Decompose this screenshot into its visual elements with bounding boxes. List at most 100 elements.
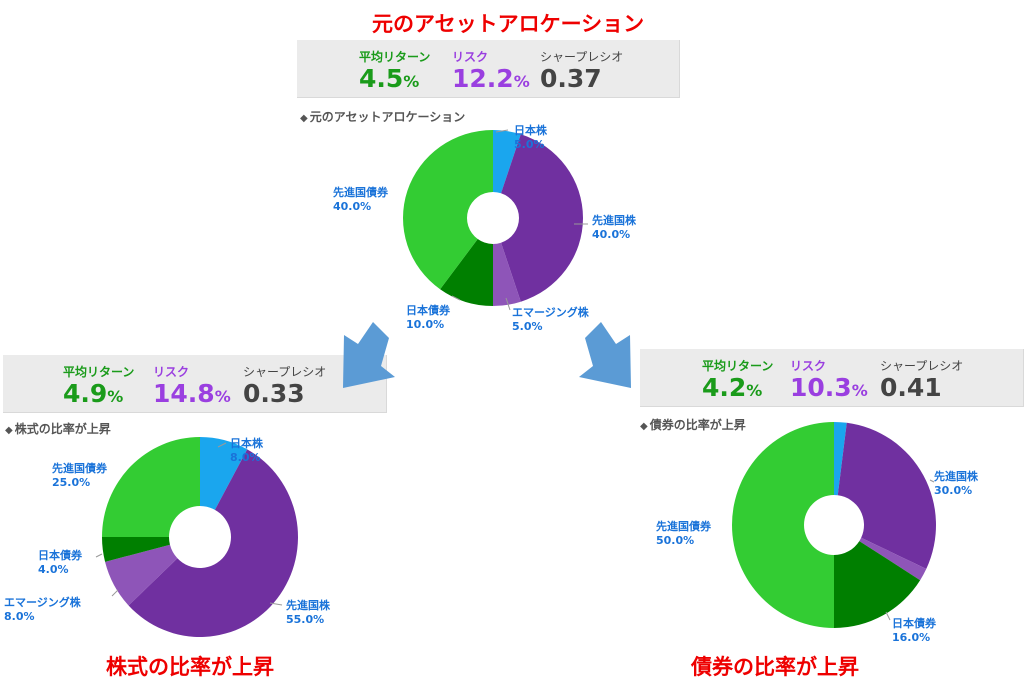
left-sharpe-stat: シャープレシオ 0.33 bbox=[243, 363, 326, 408]
slice-label-category: エマージング株 bbox=[512, 306, 589, 319]
risk-unit: % bbox=[214, 387, 231, 406]
right-stats-box: 平均リターン 4.2% リスク 10.3% シャープレシオ 0.41 bbox=[640, 349, 1024, 407]
sharpe-value: 0.41 bbox=[880, 373, 942, 402]
slice-label-value: 16.0% bbox=[892, 630, 931, 644]
return-unit: % bbox=[107, 387, 124, 406]
return-value: 4.2 bbox=[702, 373, 747, 402]
leader-line bbox=[885, 611, 891, 621]
slice-japan-stock bbox=[493, 130, 521, 194]
leader-line bbox=[95, 553, 103, 558]
risk-label: リスク bbox=[153, 365, 190, 379]
slice-label-value: 5.0% bbox=[514, 137, 545, 151]
top-sharpe-stat: シャープレシオ 0.37 bbox=[540, 48, 623, 93]
left-chart-caption: ◆ 株式の比率が上昇 bbox=[5, 422, 111, 436]
risk-unit: % bbox=[513, 72, 530, 91]
right-chart-caption: ◆ 債券の比率が上昇 bbox=[640, 418, 746, 432]
slice-japan-bond bbox=[834, 541, 921, 628]
left-risk-stat: リスク 14.8% bbox=[153, 363, 231, 408]
slice-label-japan-bond: 日本債券 16.0% bbox=[892, 617, 936, 645]
slice-label-value: 5.0% bbox=[512, 319, 543, 333]
top-chart-caption: ◆ 元のアセットアロケーション bbox=[300, 110, 466, 124]
slice-label-category: 日本債券 bbox=[406, 304, 450, 317]
slice-developed-stock bbox=[837, 422, 936, 569]
caption-marker: ◆ bbox=[300, 113, 308, 124]
slice-developed-bond bbox=[732, 422, 834, 628]
return-value: 4.5 bbox=[359, 64, 404, 93]
slice-japan-bond bbox=[102, 537, 170, 562]
slice-label-developed-bond: 先進国債券 40.0% bbox=[333, 186, 388, 214]
return-unit: % bbox=[746, 381, 763, 400]
return-label: 平均リターン bbox=[359, 50, 431, 64]
sharpe-label: シャープレシオ bbox=[243, 365, 327, 379]
leader-line bbox=[495, 129, 509, 133]
risk-label: リスク bbox=[452, 50, 489, 64]
leader-line bbox=[505, 297, 511, 311]
slice-emerging-stock bbox=[105, 544, 178, 606]
slice-label-japan-stock: 日本株 5.0% bbox=[514, 124, 547, 152]
slice-label-emerging-stock: エマージング株 5.0% bbox=[512, 306, 589, 334]
right-risk-stat: リスク 10.3% bbox=[790, 357, 868, 402]
donut-chart-original bbox=[403, 129, 588, 311]
risk-unit: % bbox=[851, 381, 868, 400]
slice-label-japan-bond: 日本債券 4.0% bbox=[38, 549, 82, 577]
right-return-stat: 平均リターン 4.2% bbox=[702, 357, 773, 402]
caption-marker: ◆ bbox=[5, 425, 13, 436]
slice-label-category: 日本債券 bbox=[892, 617, 936, 630]
slice-label-category: 先進国株 bbox=[286, 599, 330, 612]
left-return-stat: 平均リターン 4.9% bbox=[63, 363, 134, 408]
slice-japan-bond bbox=[440, 239, 493, 306]
slice-label-category: 日本債券 bbox=[38, 549, 82, 562]
sharpe-label: シャープレシオ bbox=[880, 359, 964, 373]
slice-label-category: 日本株 bbox=[230, 437, 263, 450]
slice-label-category: エマージング株 bbox=[4, 596, 81, 609]
slice-emerging-stock bbox=[859, 537, 927, 581]
slice-label-value: 50.0% bbox=[656, 533, 695, 547]
slice-developed-bond bbox=[102, 437, 200, 537]
return-label: 平均リターン bbox=[702, 359, 774, 373]
slice-label-category: 先進国債券 bbox=[52, 462, 107, 475]
slice-label-category: 日本株 bbox=[514, 124, 547, 137]
slice-label-value: 8.0% bbox=[230, 450, 261, 464]
return-unit: % bbox=[403, 72, 420, 91]
slice-label-category: 先進国株 bbox=[934, 470, 978, 483]
caption-marker: ◆ bbox=[640, 421, 648, 432]
slice-label-value: 25.0% bbox=[52, 475, 91, 489]
return-value: 4.9 bbox=[63, 379, 108, 408]
donut-chart-stock-up bbox=[95, 437, 299, 638]
left-stats-box: 平均リターン 4.9% リスク 14.8% シャープレシオ 0.33 bbox=[3, 355, 387, 413]
slice-japan-stock bbox=[834, 422, 847, 496]
leader-line bbox=[217, 442, 227, 448]
risk-value: 10.3 bbox=[790, 373, 852, 402]
slice-label-developed-stock: 先進国株 40.0% bbox=[592, 214, 636, 242]
top-stats-box: 平均リターン 4.5% リスク 12.2% シャープレシオ 0.37 bbox=[297, 40, 680, 98]
slice-label-japan-bond: 日本債券 10.0% bbox=[406, 304, 450, 332]
slice-label-category: 先進国株 bbox=[592, 214, 636, 227]
slice-label-developed-stock: 先進国株 55.0% bbox=[286, 599, 330, 627]
sharpe-label: シャープレシオ bbox=[540, 50, 624, 64]
slice-label-emerging-stock: エマージング株 8.0% bbox=[4, 596, 81, 624]
risk-label: リスク bbox=[790, 359, 827, 373]
left-heading: 株式の比率が上昇 bbox=[106, 655, 274, 679]
top-heading: 元のアセットアロケーション bbox=[372, 12, 645, 36]
slice-label-value: 30.0% bbox=[934, 483, 973, 497]
slice-label-developed-bond: 先進国債券 50.0% bbox=[656, 520, 711, 548]
slice-label-developed-stock: 先進国株 30.0% bbox=[934, 470, 978, 498]
leader-line bbox=[929, 479, 935, 483]
slice-label-category: 先進国債券 bbox=[333, 186, 388, 199]
return-label: 平均リターン bbox=[63, 365, 135, 379]
slice-label-value: 8.0% bbox=[4, 609, 35, 623]
donut-chart-bond-up bbox=[732, 422, 936, 628]
right-heading: 債券の比率が上昇 bbox=[691, 655, 859, 679]
slice-emerging-stock bbox=[493, 242, 521, 306]
slice-label-value: 10.0% bbox=[406, 317, 445, 331]
slice-label-value: 40.0% bbox=[333, 199, 372, 213]
slice-japan-stock bbox=[200, 437, 248, 510]
leader-line bbox=[111, 589, 119, 597]
sharpe-value: 0.37 bbox=[540, 64, 602, 93]
arrow-down-left-icon bbox=[343, 322, 395, 388]
right-sharpe-stat: シャープレシオ 0.41 bbox=[880, 357, 963, 402]
slice-label-japan-stock: 日本株 8.0% bbox=[230, 437, 263, 465]
risk-value: 12.2 bbox=[452, 64, 514, 93]
leader-line bbox=[269, 602, 283, 606]
